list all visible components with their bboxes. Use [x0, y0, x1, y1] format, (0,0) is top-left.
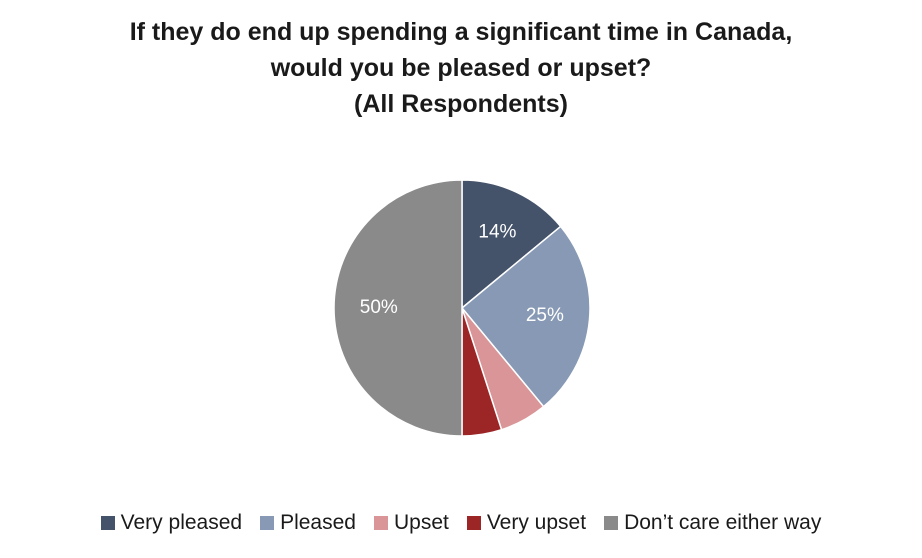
pie-chart: 14% 25% 50% [333, 179, 591, 437]
legend-swatch-upset [373, 516, 388, 530]
legend-swatch-very-pleased [100, 516, 115, 530]
pie-slice-very-pleased [461, 179, 562, 310]
legend-item-upset: Upset [373, 511, 449, 535]
pie-slice-pleased [460, 225, 591, 408]
legend-label-very-upset: Very upset [486, 511, 587, 534]
legend-swatch-pleased [260, 516, 275, 530]
pie-slices [333, 179, 591, 437]
legend-item-very-pleased: Very pleased [100, 511, 243, 535]
pie-slice-don-t-care-either-way [333, 179, 463, 437]
legend-item-very-upset: Very upset [466, 511, 587, 535]
chart-title-line-3: (All Respondents) [354, 90, 568, 118]
chart-title: If they do end up spending a significant… [0, 14, 922, 122]
data-label-pleased: 25% [526, 305, 564, 326]
legend-swatch-very-upset [466, 516, 481, 530]
chart-title-line-1: If they do end up spending a significant… [129, 18, 793, 46]
legend-label-dont-care: Don’t care either way [624, 511, 822, 534]
data-label-very-pleased: 14% [478, 222, 516, 243]
legend-label-upset: Upset [393, 511, 449, 534]
legend-label-pleased: Pleased [280, 511, 356, 534]
chart-legend: Very pleased Pleased Upset Very upset Do… [0, 507, 922, 539]
legend-item-dont-care: Don’t care either way [604, 511, 821, 535]
chart-title-line-2: would you be pleased or upset? [270, 54, 652, 82]
data-label-don-t-care-either-way: 50% [360, 297, 398, 318]
legend-label-very-pleased: Very pleased [120, 511, 243, 534]
legend-swatch-dont-care [604, 516, 619, 530]
pie-data-labels: 14% 25% 50% [360, 222, 564, 326]
legend-item-pleased: Pleased [260, 511, 356, 535]
